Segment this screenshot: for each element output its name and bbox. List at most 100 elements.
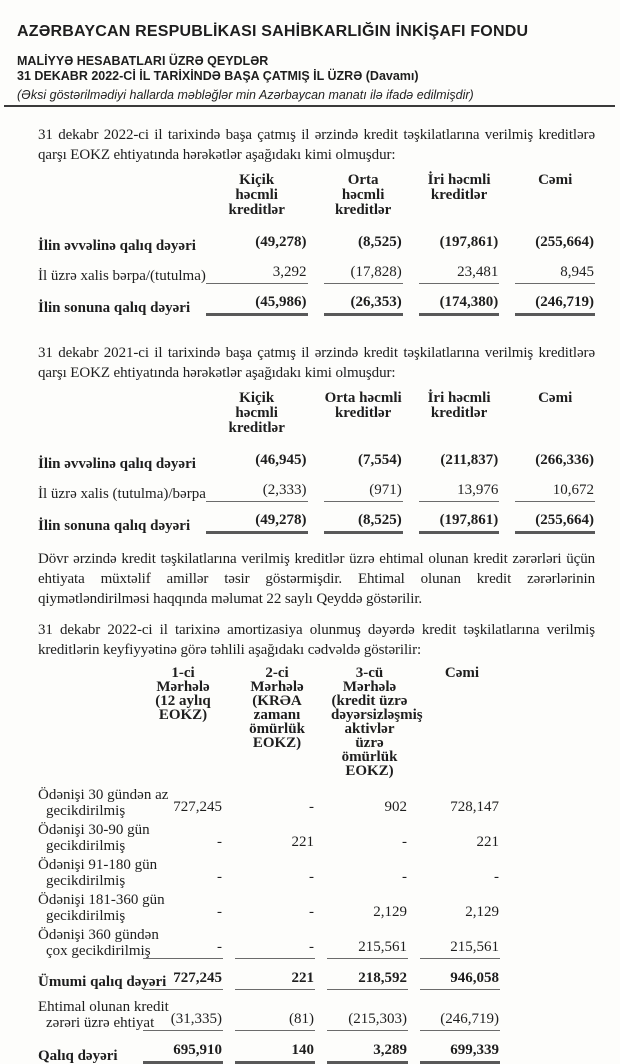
cell-value: 221 — [291, 834, 315, 850]
cell-value: (49,278) — [205, 511, 308, 534]
cell-value: 2,129 — [465, 904, 499, 920]
cell-value: - — [217, 869, 222, 885]
document-header: AZƏRBAYCAN RESPUBLİKASI SAHİBKARLIĞIN İN… — [0, 0, 620, 103]
cell-value: (255,664) — [515, 511, 595, 534]
paragraph-eokz-2022: 31 dekabr 2022-ci il tarixində başa çatm… — [38, 127, 595, 163]
row-label: Ödənişi 91-180 gün gecikdirilmiş — [38, 857, 158, 889]
row-label: Ödənişi 30 gündən az gecikdirilmiş — [38, 787, 169, 819]
row-label: Ödənişi 181-360 gün gecikdirilmiş — [38, 892, 165, 924]
cell-value: 221 — [235, 969, 315, 990]
cell-value: (246,719) — [515, 293, 595, 316]
cell-value: (31,335) — [143, 1010, 223, 1031]
row-label: Ümumi qalıq dəyəri — [38, 973, 167, 990]
row-label: Ödənişi 360 gündən çox gecikdirilmiş — [38, 927, 159, 959]
row-label: İlin əvvəlinə qalıq dəyəri — [38, 237, 196, 254]
cell-value: (45,986) — [205, 293, 308, 316]
cell-value: (246,719) — [420, 1010, 500, 1031]
cell-value: (81) — [235, 1010, 315, 1031]
cell-value: 221 — [476, 834, 500, 850]
table-row-gross-carrying-value: Ümumi qalıq dəyəri 727,245 221 218,592 9… — [38, 959, 500, 990]
cell-value: 23,481 — [418, 263, 500, 284]
header-spacer — [38, 666, 143, 784]
notes-heading: MALİYYƏ HESABATLARI ÜZRƏ QEYDLƏR — [17, 54, 269, 68]
table-row-ecl-allowance: Ehtimal olunan kredit zərəri üzrə ehtiya… — [38, 990, 500, 1031]
cell-value: (174,380) — [418, 293, 500, 316]
table-row-overdue-lt30: Ödənişi 30 gündən az gecikdirilmiş 727,2… — [38, 784, 500, 819]
row-label: İl üzrə xalis bərpa/(tutulma) — [38, 267, 206, 284]
eokz-movements-2021-table: Kiçik həcmli kreditlər Orta həcmli kredi… — [38, 391, 595, 534]
row-label: Ödənişi 30-90 gün gecikdirilmiş — [38, 822, 150, 854]
cell-value: 727,245 — [143, 969, 223, 990]
column-header-small-loans: Kiçik həcmli kreditlər — [228, 172, 285, 218]
cell-value: (215,303) — [327, 1010, 408, 1031]
header-spacer — [38, 173, 206, 224]
cell-value: 699,339 — [420, 1041, 500, 1064]
cell-value: 215,561 — [420, 938, 500, 959]
paragraph-quality-analysis: 31 dekabr 2022-ci il tarixinə amortizasi… — [38, 622, 595, 658]
row-label: Ehtimal olunan kredit zərəri üzrə ehtiya… — [38, 999, 169, 1031]
cell-value: - — [494, 869, 499, 885]
column-header-stage3: 3-cü Mərhələ (kredit üzrə dəyərsizləşmiş… — [331, 665, 423, 779]
table-row-closing-balance: İlin sonuna qalıq dəyəri (49,278) (8,525… — [38, 502, 595, 534]
cell-value: (211,837) — [440, 452, 499, 468]
column-header-medium-loans: Orta həcmli kreditlər — [334, 172, 392, 218]
cell-value: - — [402, 869, 407, 885]
cell-value: (2,333) — [205, 481, 308, 502]
column-header-large-loans: İri həcmli kreditlər — [427, 390, 491, 421]
period-heading: 31 DEKABR 2022-Cİ İL TARİXİNDƏ BAŞA ÇATM… — [17, 69, 419, 83]
row-label: İl üzrə xalis (tutulma)/bərpa — [38, 485, 206, 502]
cell-value: - — [402, 834, 407, 850]
column-header-stage1: 1-ci Mərhələ (12 aylıq EOKZ) — [155, 665, 211, 723]
eokz-movements-2022-table: Kiçik həcmli kreditlər Orta həcmli kredi… — [38, 173, 595, 316]
cell-value: (197,861) — [439, 234, 499, 250]
column-header-medium-loans: Orta həcmli kreditlər — [324, 390, 402, 421]
notes-heading-block: MALİYYƏ HESABATLARI ÜZRƏ QEYDLƏR 31 DEKA… — [17, 54, 610, 84]
table-row-overdue-91-180: Ödənişi 91-180 gün gecikdirilmiş - - - - — [38, 854, 500, 889]
cell-value: - — [309, 799, 314, 815]
table-row-opening-balance: İlin əvvəlinə qalıq dəyəri (46,945) (7,5… — [38, 442, 595, 472]
table-header-row: Kiçik həcmli kreditlər Orta həcmli kredi… — [38, 391, 595, 442]
table-row-closing-balance: İlin sonuna qalıq dəyəri (45,986) (26,35… — [38, 284, 595, 316]
column-header-total: Cəmi — [444, 665, 480, 681]
cell-value: (49,278) — [255, 234, 307, 250]
credit-quality-stages-table: 1-ci Mərhələ (12 aylıq EOKZ) 2-ci Mərhəl… — [38, 666, 500, 1064]
cell-value: (266,336) — [535, 452, 594, 468]
currency-note: (Əksi göstərilmədiyi hallarda məbləğlər … — [17, 88, 474, 102]
cell-value: - — [309, 904, 314, 920]
cell-value: 728,147 — [450, 799, 499, 815]
cell-value: - — [235, 938, 315, 959]
table-row-net-movement: İl üzrə xalis (tutulma)/bərpa (2,333) (9… — [38, 472, 595, 502]
cell-value: 215,561 — [327, 938, 408, 959]
cell-value: 695,910 — [143, 1041, 223, 1064]
paragraph-ecl-factors: Dövr ərzində kredit təşkilatlarına veril… — [38, 551, 595, 607]
table-row-overdue-30-90: Ödənişi 30-90 gün gecikdirilmiş - 221 - … — [38, 819, 500, 854]
cell-value: 3,292 — [205, 263, 308, 284]
paragraph-eokz-2021: 31 dekabr 2021-ci il tarixində başa çatm… — [38, 345, 595, 381]
fund-title: AZƏRBAYCAN RESPUBLİKASI SAHİBKARLIĞIN İN… — [17, 23, 529, 40]
cell-value: 3,289 — [327, 1041, 408, 1064]
row-label: Qalıq dəyəri — [38, 1047, 118, 1064]
column-header-total: Cəmi — [538, 390, 573, 406]
column-header-small-loans: Kiçik həcmli kreditlər — [228, 390, 285, 436]
cell-value: (255,664) — [535, 234, 594, 250]
cell-value: 946,058 — [420, 969, 500, 990]
cell-value: 218,592 — [327, 969, 408, 990]
table-row-overdue-181-360: Ödənişi 181-360 gün gecikdirilmiş - - 2,… — [38, 889, 500, 924]
cell-value: (197,861) — [418, 511, 500, 534]
column-header-stage2: 2-ci Mərhələ (KRƏA zamanı ömürlük EOKZ) — [249, 665, 305, 751]
cell-value: 140 — [235, 1041, 315, 1064]
cell-value: (971) — [323, 481, 403, 502]
table-header-row: Kiçik həcmli kreditlər Orta həcmli kredi… — [38, 173, 595, 224]
cell-value: (7,554) — [358, 452, 402, 468]
cell-value: (46,945) — [255, 452, 307, 468]
cell-value: 727,245 — [173, 799, 222, 815]
table-row-carrying-value: Qalıq dəyəri 695,910 140 3,289 699,339 — [38, 1031, 500, 1064]
cell-value: - — [217, 904, 222, 920]
row-label: İlin sonuna qalıq dəyəri — [38, 517, 191, 534]
cell-value: 13,976 — [418, 481, 500, 502]
cell-value: (8,525) — [358, 234, 402, 250]
header-spacer — [38, 391, 206, 442]
column-header-large-loans: İri həcmli kreditlər — [427, 172, 491, 203]
cell-value: - — [217, 834, 222, 850]
